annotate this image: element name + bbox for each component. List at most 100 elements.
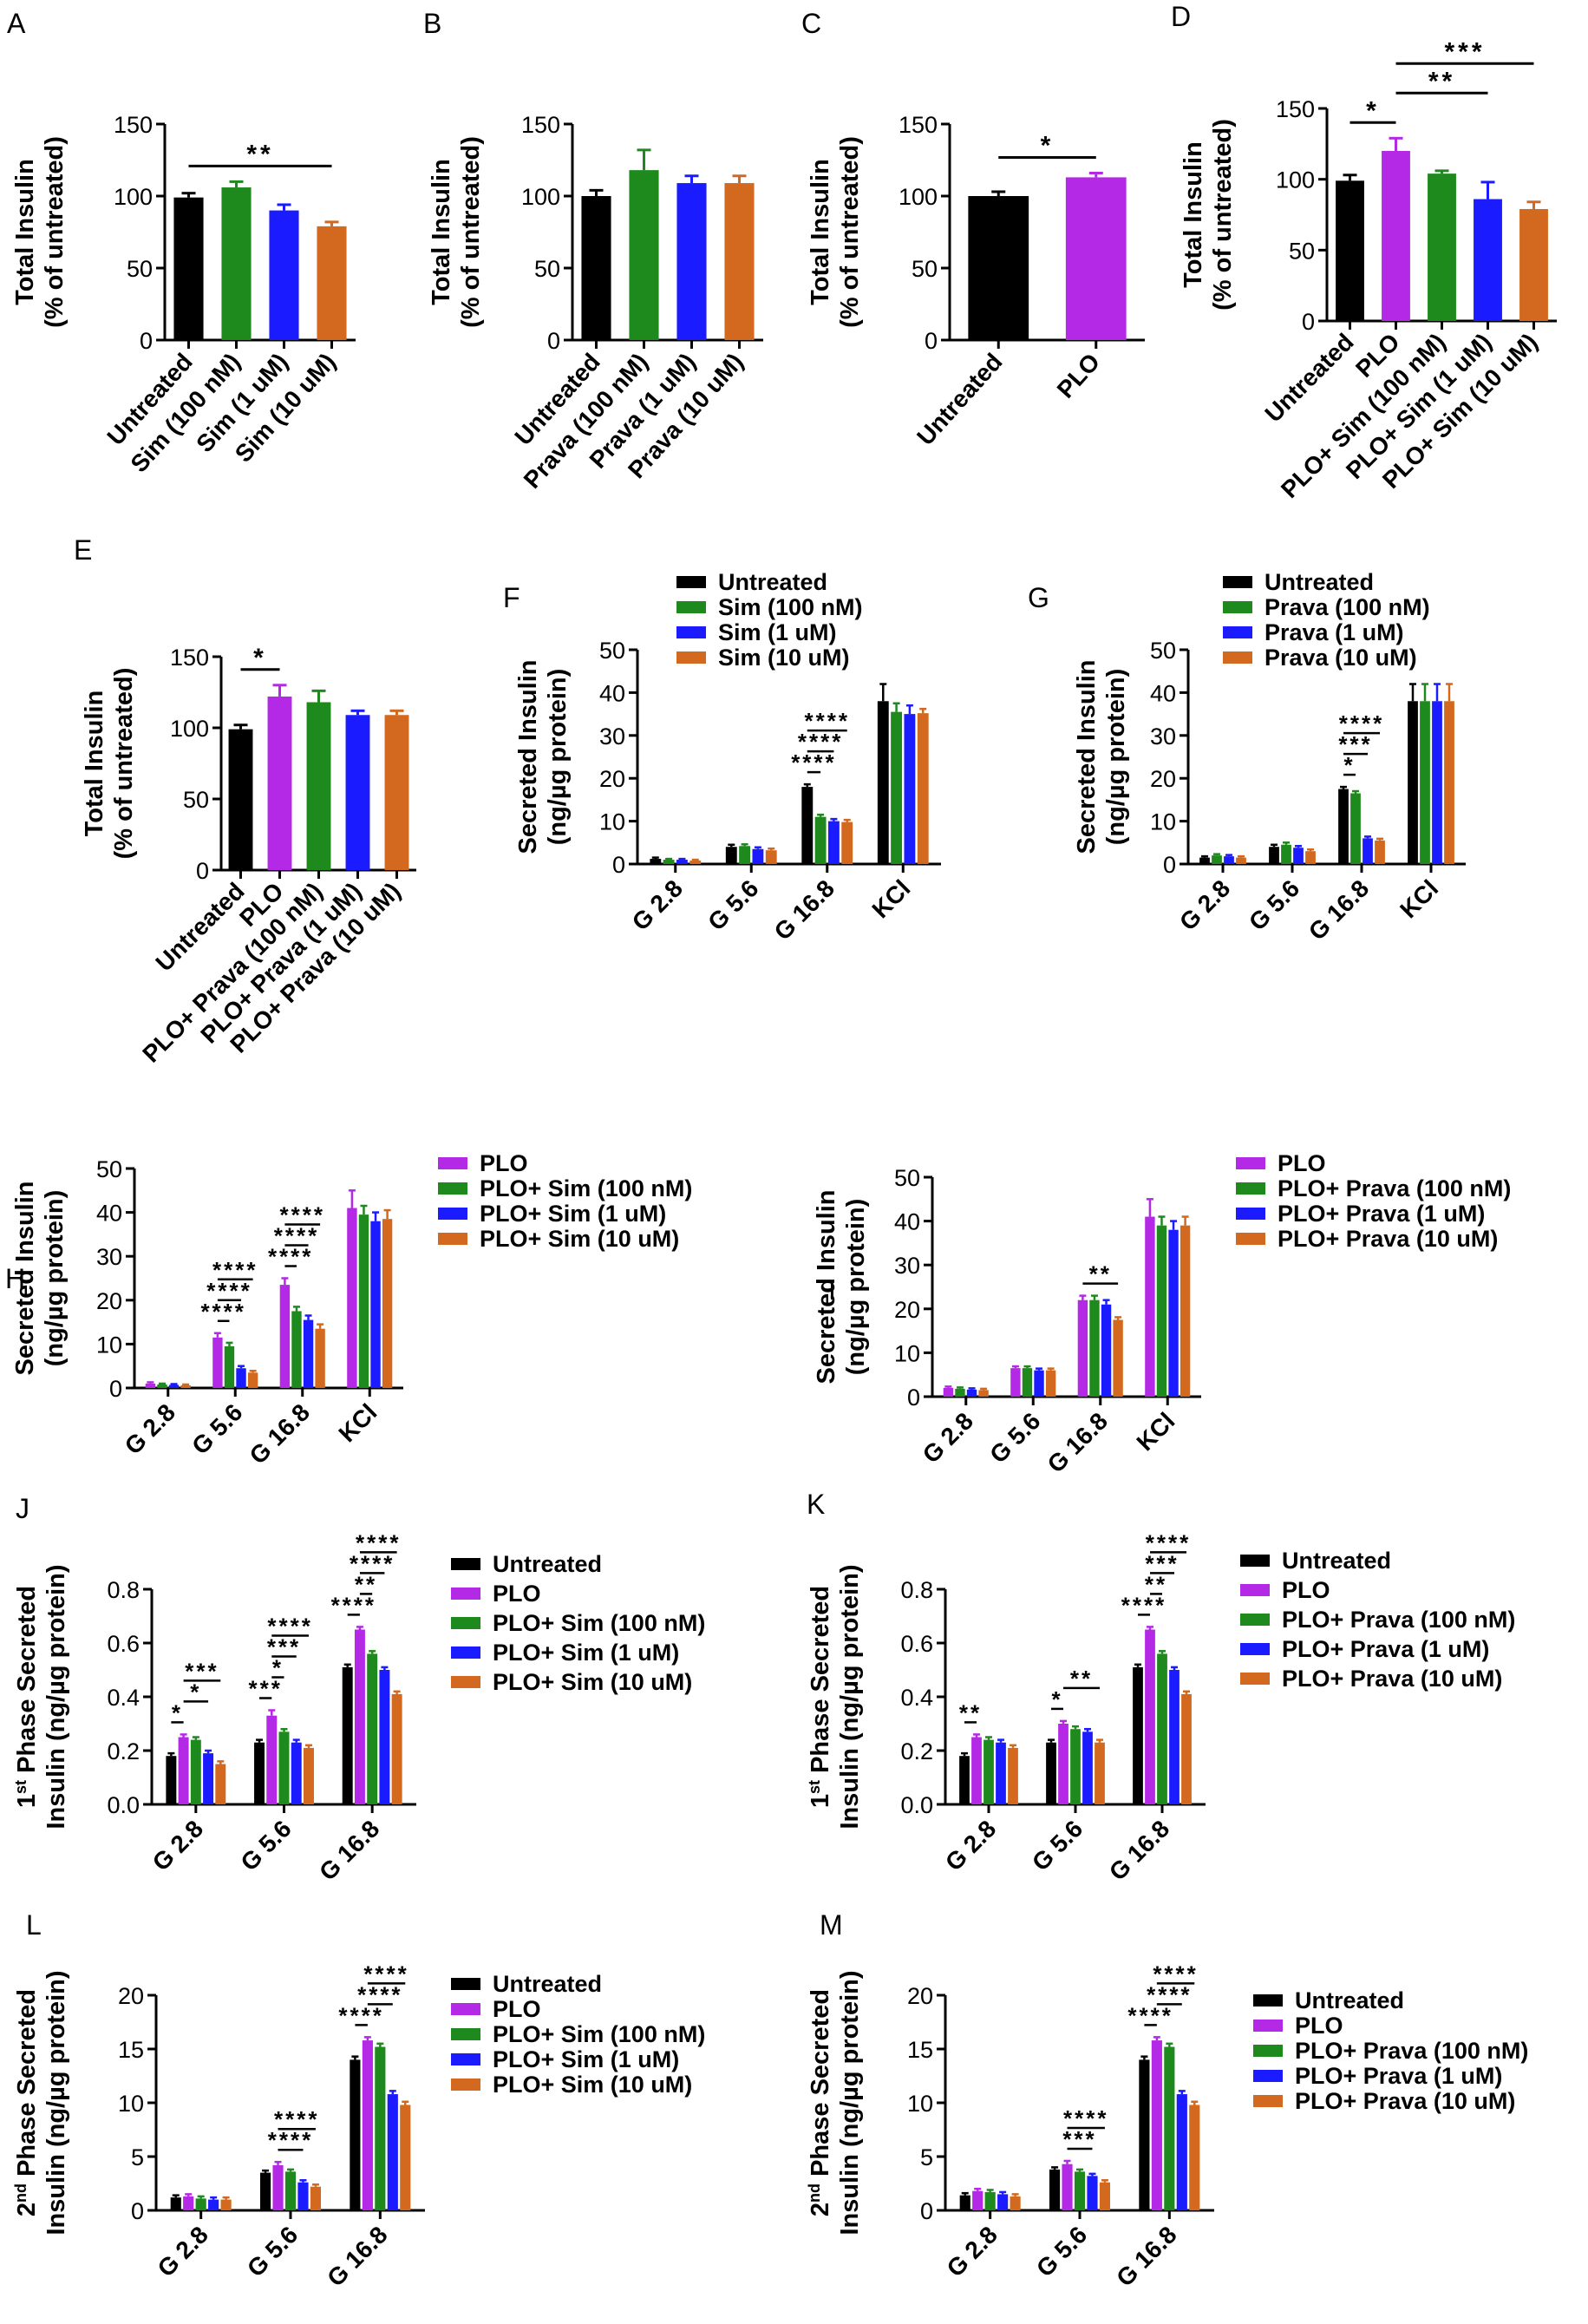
legend-swatch [1240, 1614, 1270, 1626]
y-axis-label: Insulin (ng/µg protein) [836, 1564, 864, 1829]
y-tick-label: 0.0 [900, 1792, 933, 1818]
significance-stars: ** [959, 1699, 982, 1725]
y-tick-label: 0.8 [900, 1577, 933, 1603]
y-axis-label: Total Insulin [807, 159, 834, 305]
bar [384, 715, 409, 870]
bar [1180, 1225, 1191, 1397]
bar [752, 848, 764, 864]
bar [1095, 1742, 1105, 1804]
chart-l: L 0 5 10 15 20 2nd Phase Secreted Insulin (ng/µ… [12, 1909, 705, 2292]
y-tick-label: 10 [96, 1332, 122, 1358]
legend-swatch [1223, 601, 1252, 613]
y-tick-label: 150 [114, 112, 153, 138]
y-tick-label: 0.6 [900, 1631, 933, 1657]
bar [1281, 844, 1291, 864]
legend-swatch [1253, 2095, 1283, 2107]
x-tick-label: Untreated [912, 348, 1007, 450]
y-tick-label: 0 [1302, 309, 1315, 335]
y-axis-label: Insulin (ng/µg protein) [836, 1970, 864, 2235]
legend-swatch [451, 1617, 480, 1629]
significance-stars: ** [355, 1571, 377, 1597]
x-tick-label: G 16.8 [769, 874, 840, 945]
y-tick-label: 30 [894, 1253, 920, 1279]
bar [676, 860, 688, 864]
bar [272, 2164, 284, 2210]
significance-stars: **** [1121, 1592, 1166, 1618]
bar [1212, 855, 1222, 864]
y-tick-label: 10 [118, 2091, 144, 2117]
bar [228, 729, 253, 870]
significance-stars: *** [267, 1634, 301, 1660]
bar [1101, 1304, 1112, 1397]
y-axis-label: (% of untreated) [1209, 119, 1237, 311]
legend-label: PLO [493, 1581, 541, 1607]
chart-k: K 0.0 0.2 0.4 0.6 0.8 1st Phase Secreted Insuli… [806, 1489, 1515, 1886]
bar [1164, 2046, 1175, 2210]
bar [317, 226, 347, 340]
legend-label: Untreated [493, 1551, 602, 1577]
y-tick-label: 50 [127, 256, 153, 282]
bar [877, 701, 889, 864]
bar [370, 1221, 381, 1388]
significance-stars: **** [274, 1223, 319, 1249]
bar [1181, 1693, 1192, 1804]
bar [841, 822, 853, 864]
bar [959, 1756, 970, 1804]
bar [166, 1756, 177, 1804]
bar [689, 861, 702, 864]
bar [814, 816, 827, 864]
y-tick-label: 10 [907, 2091, 933, 2117]
bar [943, 1387, 954, 1397]
bar [221, 187, 252, 340]
bar [724, 183, 755, 340]
y-tick-label: 40 [894, 1209, 920, 1235]
x-tick-label: G 16.8 [1304, 874, 1374, 945]
legend-swatch [1236, 1208, 1265, 1220]
panel-label: K [807, 1489, 825, 1520]
legend-swatch [451, 2028, 480, 2040]
significance-stars: **** [805, 708, 850, 734]
legend-swatch [1253, 2045, 1283, 2057]
y-tick-label: 50 [534, 256, 560, 282]
bar [208, 2199, 219, 2210]
bar [236, 1368, 246, 1388]
panel-label: J [16, 1493, 29, 1524]
y-axis-label: Total Insulin [81, 691, 108, 837]
legend-swatch [451, 1676, 480, 1688]
x-tick-label: G 2.8 [627, 874, 688, 935]
y-axis-label: Secreted Insulin [813, 1189, 840, 1384]
significance-stars: **** [791, 750, 836, 776]
legend-swatch [451, 2003, 480, 2015]
legend-label: PLO+ Sim (1 uM) [480, 1201, 666, 1227]
bar [1034, 1370, 1044, 1397]
y-tick-label: 0 [140, 328, 153, 354]
bar [350, 2059, 361, 2210]
bar [984, 1739, 994, 1804]
y-tick-label: 0 [907, 1385, 920, 1411]
y-axis-label: Secreted Insulin [11, 1181, 39, 1375]
bar [362, 2040, 373, 2210]
legend-swatch [438, 1208, 467, 1220]
significance-stars: *** [1338, 731, 1372, 757]
y-tick-label: 20 [118, 1983, 144, 2009]
y-tick-label: 40 [96, 1201, 122, 1227]
legend-label: Sim (10 uM) [718, 645, 850, 671]
significance-stars: **** [338, 2002, 383, 2028]
bar [739, 846, 751, 864]
y-axis-label: Insulin (ng/µg protein) [42, 1564, 70, 1829]
significance-stars: *** [185, 1658, 219, 1684]
legend-label: PLO+ Sim (10 uM) [480, 1226, 679, 1252]
y-tick-label: 0.2 [900, 1738, 933, 1764]
bar [203, 1753, 214, 1804]
bar [400, 2105, 411, 2210]
legend-label: PLO+ Prava (100 nM) [1278, 1175, 1511, 1201]
y-axis-label: 2nd Phase Secreted [12, 1989, 41, 2216]
x-tick-label: KCl [866, 874, 915, 923]
y-tick-label: 0.2 [107, 1738, 140, 1764]
y-tick-label: 0 [920, 2198, 933, 2224]
